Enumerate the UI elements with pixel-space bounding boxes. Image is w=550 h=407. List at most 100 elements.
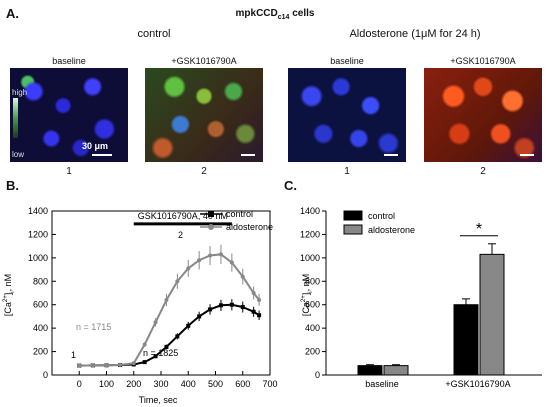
line-chart: 0 200 400 600 800 1000 1200 1400 0 100 200 300 400 50… xyxy=(3,206,278,405)
scale-bar xyxy=(520,154,534,156)
data-point-control xyxy=(142,360,147,365)
micrograph-control-gsk xyxy=(145,68,263,162)
x-tick-label: 0 xyxy=(77,379,82,389)
x-tick-label: 700 xyxy=(262,379,277,389)
data-point-aldosterone xyxy=(251,291,256,295)
data-point-control xyxy=(251,309,256,314)
legend-marker-aldosterone xyxy=(208,224,214,230)
group-label-control: control xyxy=(137,28,171,40)
data-point-control xyxy=(229,302,234,307)
legend-label-aldosterone: aldosterone xyxy=(226,222,273,232)
data-point-aldosterone xyxy=(142,342,147,347)
y-tick-label: 1400 xyxy=(28,206,48,216)
line-chart-legend: control aldosterone xyxy=(200,209,273,232)
y-tick-label: 200 xyxy=(305,347,320,357)
data-point-control xyxy=(164,344,169,349)
micrograph-aldosterone-baseline xyxy=(288,68,406,162)
data-point-aldosterone xyxy=(257,298,262,303)
data-point-aldosterone xyxy=(208,253,213,258)
legend-label-control: control xyxy=(226,209,253,219)
data-point-control xyxy=(197,314,202,319)
data-point-aldosterone xyxy=(90,363,95,368)
colorbar-high-label: high xyxy=(12,88,28,97)
legend-marker-control xyxy=(208,211,214,217)
micrograph-control-baseline: high low 30 μm xyxy=(10,68,128,162)
x-tick-label: 600 xyxy=(235,379,250,389)
line-chart-axes: 0 200 400 600 800 1000 1200 1400 0 100 200 300 400 50… xyxy=(28,206,278,389)
n-control: n = 1825 xyxy=(143,348,178,358)
image-label-4: +GSK1016790A xyxy=(450,56,516,66)
data-point-control xyxy=(208,307,213,312)
y-tick-label: 1000 xyxy=(300,253,320,263)
panel-a-title: mpkCCDc14 cells xyxy=(235,8,315,21)
image-number-2: 2 xyxy=(201,166,207,177)
image-label-1: baseline xyxy=(52,56,86,66)
scale-bar xyxy=(92,154,112,156)
bar-chart-axes: 0 200 400 600 800 1000 1200 1400 baseline +GSK101… xyxy=(300,206,542,389)
data-point-control xyxy=(153,354,158,359)
data-point-aldosterone xyxy=(118,362,123,367)
scale-bar-text: 30 μm xyxy=(82,141,109,151)
group-label-aldosterone: Aldosterone (1μM for 24 h) xyxy=(349,28,481,40)
y-axis-label: [Ca2+]i, nM xyxy=(301,274,314,316)
y-tick-label: 400 xyxy=(305,323,320,333)
image-number-4: 2 xyxy=(480,166,486,177)
x-tick-label: 300 xyxy=(153,379,168,389)
y-tick-label: 600 xyxy=(33,300,48,310)
bar-aldosterone xyxy=(479,253,505,376)
marker-1: 1 xyxy=(71,350,76,360)
image-number-1: 1 xyxy=(66,166,72,177)
scale-bar xyxy=(384,154,398,156)
x-tick-label: 200 xyxy=(126,379,141,389)
data-point-aldosterone xyxy=(104,363,109,368)
data-point-aldosterone xyxy=(131,361,136,366)
drug-label: GSK1016790A, 40 nM xyxy=(138,211,228,221)
y-tick-label: 1000 xyxy=(28,253,48,263)
image-number-3: 1 xyxy=(344,166,350,177)
data-point-aldosterone xyxy=(77,363,82,368)
bar-chart: 0 200 400 600 800 1000 1200 1400 baseline +GSK101… xyxy=(300,206,542,389)
data-point-aldosterone xyxy=(186,266,191,271)
panel-b-letter: B. xyxy=(6,178,19,193)
x-category-label: baseline xyxy=(365,379,399,389)
legend-label-aldosterone: aldosterone xyxy=(368,225,415,235)
data-point-aldosterone xyxy=(175,279,180,284)
image-label-2: +GSK1016790A xyxy=(171,56,237,66)
bar-chart-bars xyxy=(357,243,505,376)
y-tick-label: 1400 xyxy=(300,206,320,216)
y-tick-label: 200 xyxy=(33,347,48,357)
y-tick-label: 1200 xyxy=(300,229,320,239)
data-point-aldosterone xyxy=(218,252,223,257)
data-point-control xyxy=(218,303,223,308)
significance-star: * xyxy=(476,221,482,238)
bar-control xyxy=(453,304,479,376)
y-tick-label: 800 xyxy=(33,276,48,286)
colorbar xyxy=(13,98,18,138)
y-tick-label: 0 xyxy=(43,370,48,380)
bar-control xyxy=(357,365,383,376)
legend-swatch-aldosterone xyxy=(343,224,363,235)
y-tick-label: 1200 xyxy=(28,229,48,239)
data-point-control xyxy=(240,305,245,310)
y-axis-label: [Ca2+]i, nM xyxy=(3,274,16,316)
x-tick-label: 500 xyxy=(208,379,223,389)
line-chart-series xyxy=(77,244,262,368)
x-category-label: +GSK1016790A xyxy=(445,379,510,389)
data-point-control xyxy=(175,334,180,339)
data-point-aldosterone xyxy=(229,260,234,265)
bar-aldosterone xyxy=(383,365,409,376)
panel-a-letter: A. xyxy=(6,6,19,21)
x-axis-label: Time, sec xyxy=(139,395,178,405)
data-point-aldosterone xyxy=(197,258,202,263)
n-aldosterone: n = 1715 xyxy=(76,322,111,332)
marker-2: 2 xyxy=(178,230,183,240)
bar-chart-legend: control aldosterone xyxy=(343,210,415,235)
scale-bar xyxy=(241,154,255,156)
colorbar-low-label: low xyxy=(12,150,25,159)
legend-swatch-control xyxy=(343,210,363,221)
data-point-control xyxy=(186,323,191,328)
x-tick-label: 400 xyxy=(181,379,196,389)
x-tick-label: 100 xyxy=(99,379,114,389)
y-tick-label: 400 xyxy=(33,323,48,333)
panel-c-letter: C. xyxy=(284,178,297,193)
